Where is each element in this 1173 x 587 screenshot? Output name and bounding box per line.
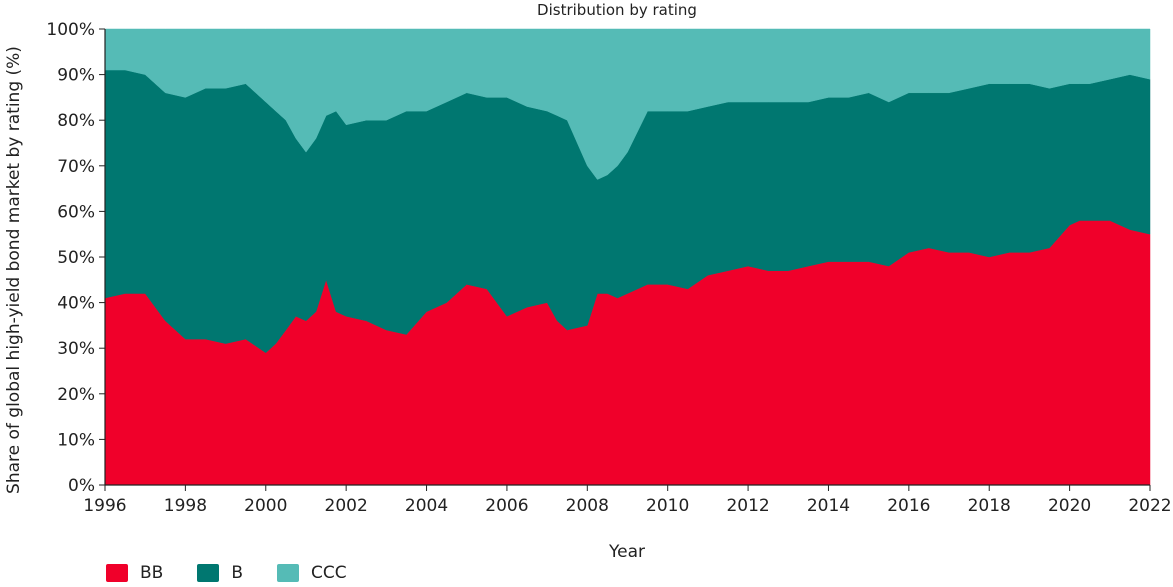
legend-label-b: B: [231, 563, 243, 583]
legend-swatch-b: [197, 564, 220, 582]
legend: BB B CCC: [106, 563, 381, 583]
legend-item-bb: BB: [106, 563, 163, 583]
legend-swatch-bb: [106, 564, 128, 582]
legend-label-bb: BB: [140, 563, 164, 583]
x-tick-label: 2004: [405, 496, 448, 516]
x-tick-label: 2012: [726, 496, 769, 516]
y-tick-label: 0%: [68, 476, 95, 496]
y-tick-label: 100%: [46, 20, 95, 40]
x-tick-label: 2020: [1048, 496, 1091, 516]
x-tick-label: 2022: [1128, 496, 1171, 516]
y-tick-label: 30%: [57, 339, 95, 359]
y-tick-label: 60%: [57, 202, 95, 222]
x-tick-label: 2006: [485, 496, 528, 516]
x-axis-title: Year: [608, 542, 645, 562]
x-tick-label: 2014: [807, 496, 850, 516]
y-axis-title: Share of global high-yield bond market b…: [4, 46, 24, 494]
x-tick-label: 2000: [244, 496, 287, 516]
y-tick-label: 90%: [57, 66, 95, 86]
legend-item-ccc: CCC: [277, 563, 347, 583]
y-tick-label: 10%: [57, 430, 95, 450]
legend-label-ccc: CCC: [311, 563, 347, 583]
x-tick-label: 1998: [164, 496, 207, 516]
y-tick-label: 80%: [57, 111, 95, 131]
x-tick-label: 2008: [566, 496, 609, 516]
x-tick-label: 2002: [325, 496, 368, 516]
y-tick-label: 70%: [57, 157, 95, 177]
axes-layer: 0% 10% 20% 30% 40% 50% 60% 70% 80% 90% 100% 1996 199…: [46, 20, 1171, 516]
x-tick-label: 2018: [968, 496, 1011, 516]
areas-layer: [104, 28, 1151, 486]
y-tick-label: 20%: [57, 385, 95, 405]
y-tick-label: 40%: [57, 294, 95, 314]
x-tick-label: 1996: [83, 496, 126, 516]
legend-swatch-ccc: [277, 564, 299, 582]
x-tick-label: 2010: [646, 496, 689, 516]
chart-title: Distribution by rating: [537, 1, 697, 19]
area-series-ccc: [104, 28, 1151, 180]
y-tick-label: 50%: [57, 248, 95, 268]
x-tick-label: 2016: [887, 496, 930, 516]
legend-item-b: B: [197, 563, 243, 583]
